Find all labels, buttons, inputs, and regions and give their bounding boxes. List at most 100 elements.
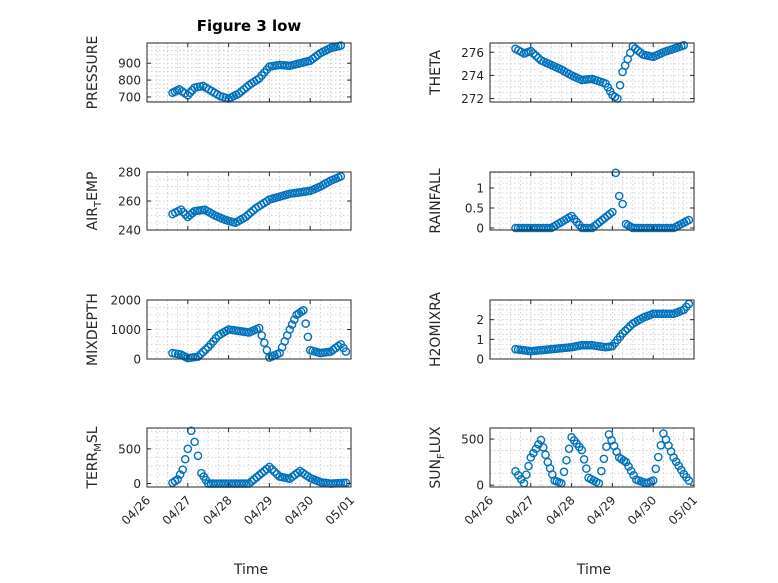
subplot-air_temp: 240 260 280 AIRTEMP <box>85 166 352 238</box>
y-ticks: 0 500 <box>461 433 694 493</box>
data-point <box>262 464 272 474</box>
data-point <box>524 461 533 471</box>
x-tick-label: 04/27 <box>503 493 537 527</box>
series-h2omixra <box>511 299 694 356</box>
data-point <box>623 324 633 333</box>
data-point <box>605 209 615 219</box>
x-axis-label-left: Time <box>233 562 268 578</box>
data-point <box>180 454 190 464</box>
y-tick-label: 500 <box>461 433 484 447</box>
y-ticks: 700 800 900 <box>118 57 351 104</box>
data-point <box>257 468 267 478</box>
x-tick-label: 05/01 <box>323 493 357 527</box>
data-point <box>259 338 269 348</box>
series-rainfall <box>511 168 694 233</box>
y-tick-label: 900 <box>118 57 141 71</box>
y-axis-label: AIRTEMP <box>85 172 104 231</box>
data-point <box>201 345 210 354</box>
data-point <box>624 462 633 471</box>
data-point <box>299 306 308 315</box>
data-point <box>618 199 627 209</box>
data-point <box>243 210 253 220</box>
subplot-sun_flux: 0 500 04/26 04/27 04/28 04/29 04/30 05/01 SUNFLU… <box>428 426 700 528</box>
data-point <box>239 85 249 94</box>
data-point <box>597 466 606 476</box>
data-point <box>531 51 541 61</box>
data-point <box>249 475 259 484</box>
data-point <box>619 456 629 465</box>
y-ticks: 272 274 276 <box>461 46 694 106</box>
y-tick-label: 0.5 <box>465 202 484 216</box>
y-tick-label: 0 <box>476 222 484 236</box>
data-point <box>541 450 550 460</box>
y-ticks: 240 260 280 <box>118 166 351 238</box>
data-point <box>529 448 538 458</box>
data-point <box>666 223 676 233</box>
y-axis-label: RAINFALL <box>428 168 444 233</box>
series-mixdepth <box>168 306 351 363</box>
data-point <box>178 207 188 217</box>
data-point <box>608 207 617 217</box>
data-point <box>618 329 627 338</box>
data-point <box>562 455 571 465</box>
data-point <box>341 478 351 488</box>
x-tick-label: 04/26 <box>119 493 153 527</box>
y-tick-label: 274 <box>461 69 484 83</box>
y-tick-label: 272 <box>461 92 484 106</box>
data-point <box>631 44 640 53</box>
x-tick-label: 04/29 <box>241 493 275 527</box>
data-point <box>666 309 676 319</box>
data-point <box>582 223 592 233</box>
x-tick-label: 04/27 <box>160 493 194 527</box>
data-point <box>234 89 244 98</box>
series-sun_flux <box>511 429 694 488</box>
subplot-h2omixra: 0 1 2 H2OMIXRA <box>428 292 695 367</box>
data-point <box>247 477 256 486</box>
data-point <box>541 223 551 233</box>
data-point <box>241 212 250 222</box>
y-axis-label: THETA <box>428 50 444 96</box>
data-point <box>193 451 203 461</box>
y-axis-label: MIXDEPTH <box>85 293 101 366</box>
series-theta <box>511 41 689 103</box>
data-point <box>336 41 346 50</box>
data-point <box>303 332 313 342</box>
y-tick-label: 700 <box>118 90 141 104</box>
data-point <box>654 452 663 462</box>
x-tick-label: 04/29 <box>584 493 618 527</box>
data-point <box>270 467 279 477</box>
data-point <box>564 444 574 454</box>
chart-title: Figure 3 low <box>197 17 302 35</box>
series-air_temp <box>168 172 346 228</box>
data-point <box>684 476 694 485</box>
data-point <box>621 457 631 467</box>
data-point <box>636 48 645 57</box>
x-tick-label: 04/28 <box>200 493 234 527</box>
data-point <box>521 470 531 480</box>
data-point <box>301 319 310 328</box>
data-point <box>536 435 546 445</box>
grid <box>147 172 351 230</box>
x-tick-label: 04/26 <box>462 493 496 527</box>
data-point <box>262 345 272 355</box>
subplot-theta: 272 274 276 THETA <box>428 41 695 106</box>
data-point <box>577 445 587 455</box>
y-ticks: 0 1000 2000 <box>110 294 351 367</box>
data-point <box>188 208 197 218</box>
data-point <box>336 172 346 181</box>
y-axis-label: SUNFLUX <box>428 426 447 489</box>
data-point <box>285 325 295 334</box>
y-axis-label: PRESSURE <box>85 36 101 110</box>
data-point <box>544 223 553 233</box>
data-point <box>585 223 594 233</box>
data-point <box>267 464 277 474</box>
y-tick-label: 0 <box>133 353 141 367</box>
y-tick-label: 0 <box>476 353 484 367</box>
data-point <box>193 352 203 361</box>
data-point <box>341 347 351 356</box>
x-tick-label: 04/30 <box>282 493 316 527</box>
y-tick-label: 0 <box>476 479 484 493</box>
data-point <box>585 340 594 350</box>
y-tick-label: 2 <box>476 313 484 327</box>
